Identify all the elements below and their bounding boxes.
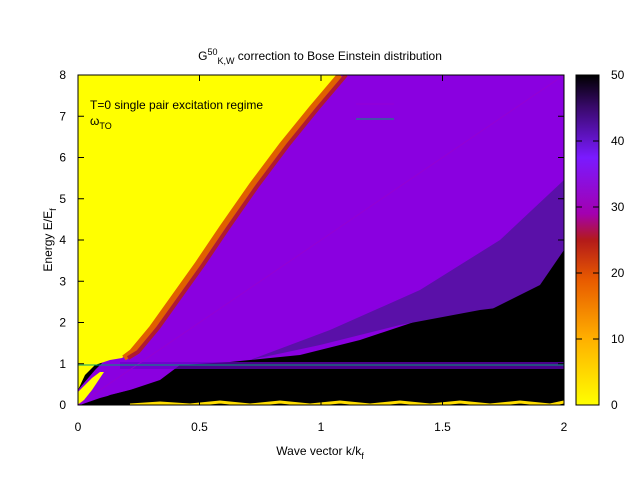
legend-omega-symbol: ω — [90, 114, 99, 128]
heatmap-bottom-ripple — [129, 400, 564, 405]
x-axis-label-subscript: f — [361, 451, 364, 461]
y-axis-label-subscript: f — [48, 208, 58, 211]
chart-title: G50K,W correction to Bose Einstein distr… — [198, 47, 442, 66]
heatmap-omega-band — [120, 362, 564, 369]
colorbar-tick-label: 0 — [611, 398, 618, 412]
y-tick-label: 3 — [59, 274, 66, 288]
y-tick-label: 1 — [59, 357, 66, 371]
colorbar-tick-label: 30 — [611, 200, 625, 214]
x-axis-label-text: Wave vector k/k — [276, 444, 362, 458]
colorbar-tick-label: 50 — [611, 68, 625, 82]
legend: T=0 single pair excitation regime ωTO — [90, 98, 394, 131]
series-line-pair-excitation — [78, 75, 564, 405]
chart-title-subscript: K,W — [217, 56, 235, 66]
y-tick-label: 5 — [59, 192, 66, 206]
y-tick-label: 2 — [59, 316, 66, 330]
colorbar-ticks: 0 10 20 30 40 50 — [576, 68, 625, 412]
x-axis-label: Wave vector k/kf — [276, 444, 364, 461]
colorbar-tick-label: 10 — [611, 332, 625, 346]
colorbar-tick-label: 20 — [611, 266, 625, 280]
y-axis-label-text: Energy E/E — [41, 211, 55, 272]
heatmap-orange-edge — [122, 75, 343, 361]
chart-title-base: G — [198, 49, 207, 63]
x-tick-label: 1.5 — [434, 420, 451, 434]
x-tick-label: 2 — [561, 420, 568, 434]
chart-title-rest: correction to Bose Einstein distribution — [234, 49, 441, 63]
y-tick-label: 0 — [59, 398, 66, 412]
x-tick-label: 0.5 — [191, 420, 208, 434]
x-tick-label: 0 — [75, 420, 82, 434]
heatmap-violet-band — [250, 180, 564, 360]
y-tick-label: 7 — [59, 109, 66, 123]
legend-omega-subscript: TO — [99, 121, 111, 131]
colorbar — [575, 74, 600, 406]
y-tick-label: 4 — [59, 233, 66, 247]
y-tick-label: 8 — [59, 68, 66, 82]
chart-title-superscript: 50 — [207, 47, 217, 57]
legend-label-omega-to: ωTO — [90, 114, 112, 131]
heatmap-area — [78, 75, 564, 405]
y-tick-label: 6 — [59, 151, 66, 165]
x-axis-ticks: 0 0.5 1 1.5 2 — [75, 75, 568, 434]
heatmap-low-yellow — [78, 372, 104, 405]
colorbar-tick-label: 40 — [611, 134, 625, 148]
heatmap-red-edge — [126, 75, 348, 360]
y-axis-label: Energy E/Ef — [41, 208, 58, 272]
y-axis-ticks: 0 1 2 3 4 5 6 7 8 — [59, 68, 564, 412]
x-tick-label: 1 — [318, 420, 325, 434]
legend-label-pair-excitation: T=0 single pair excitation regime — [90, 98, 263, 112]
